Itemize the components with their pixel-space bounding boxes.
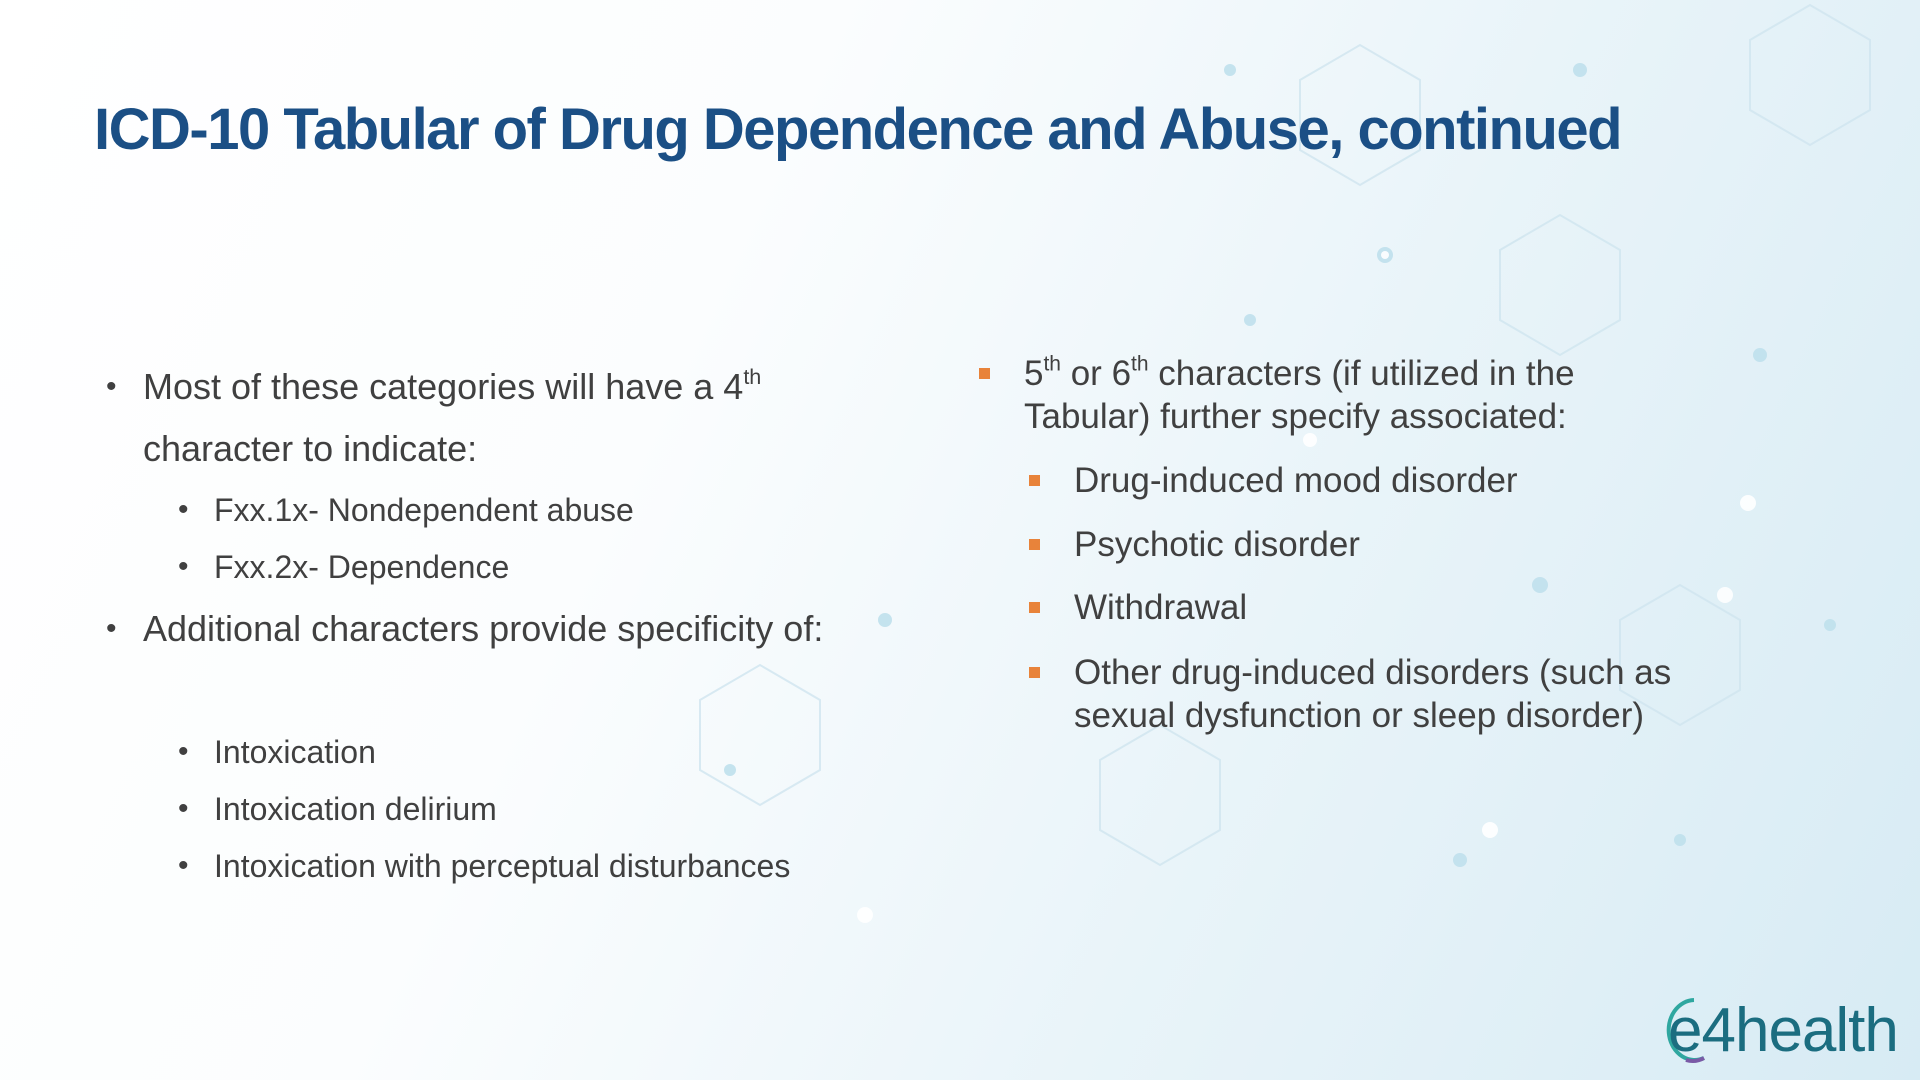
sub-bullet-item: • Intoxication with perceptual disturban… bbox=[178, 838, 791, 895]
bullet: • bbox=[178, 493, 189, 526]
bullet-text: 5 bbox=[1024, 354, 1044, 393]
bullet bbox=[979, 368, 990, 379]
superscript: th bbox=[743, 363, 762, 389]
sub-bullet-item: • Fxx.1x- Nondependent abuse bbox=[178, 482, 634, 539]
sub-bullet-text: Fxx.2x- Dependence bbox=[214, 549, 510, 585]
bullet-text: characters (if utilized in the Tabular) … bbox=[1024, 354, 1575, 436]
superscript: th bbox=[1043, 352, 1061, 376]
sub-bullet-text: Fxx.1x- Nondependent abuse bbox=[214, 492, 634, 528]
sub-bullet-item: Other drug-induced disorders (such as se… bbox=[1029, 651, 1724, 737]
bullet: • bbox=[106, 370, 117, 403]
sub-bullet-text: Withdrawal bbox=[1074, 588, 1248, 627]
bullet bbox=[1029, 539, 1040, 550]
sub-bullet-item: Withdrawal bbox=[1029, 586, 1724, 629]
bullet: • bbox=[178, 792, 189, 825]
sub-bullet-item: Drug-induced mood disorder bbox=[1029, 459, 1724, 502]
sub-bullet-text: Intoxication bbox=[214, 734, 376, 770]
bullet-item: • Additional characters provide specific… bbox=[106, 598, 863, 660]
sub-bullet-text: Intoxication with perceptual disturbance… bbox=[214, 848, 791, 884]
sub-bullet-item: • Intoxication bbox=[178, 724, 376, 781]
sub-bullet-text: Intoxication delirium bbox=[214, 791, 497, 827]
bullet: • bbox=[178, 735, 189, 768]
bullet: • bbox=[178, 849, 189, 882]
bullet-text: character to indicate: bbox=[143, 428, 478, 469]
logo: e4health bbox=[1668, 996, 1899, 1065]
logo-swoosh bbox=[1666, 998, 1705, 1063]
sub-bullet-text: Other drug-induced disorders (such as se… bbox=[1074, 653, 1672, 735]
bullet bbox=[1029, 667, 1040, 678]
sub-bullet-text: Psychotic disorder bbox=[1074, 525, 1360, 564]
bullet bbox=[1029, 602, 1040, 613]
bullet: • bbox=[106, 612, 117, 645]
sub-bullet-item: • Fxx.2x- Dependence bbox=[178, 539, 510, 596]
sub-bullet-item: Psychotic disorder bbox=[1029, 523, 1724, 566]
bullet-item: 5th or 6th characters (if utilized in th… bbox=[979, 352, 1644, 438]
sub-bullet-item: • Intoxication delirium bbox=[178, 781, 497, 838]
bullet-text: or 6 bbox=[1070, 354, 1132, 393]
sub-bullet-text: Drug-induced mood disorder bbox=[1074, 461, 1518, 500]
bullet-text: Most of these categories will have a 4 bbox=[143, 366, 744, 407]
bullet-item: • Most of these categories will have a 4… bbox=[106, 356, 863, 480]
bullet: • bbox=[178, 550, 189, 583]
superscript: th bbox=[1131, 352, 1149, 376]
bullet-text: Additional characters provide specificit… bbox=[143, 608, 824, 649]
slide-title: ICD-10 Tabular of Drug Dependence and Ab… bbox=[94, 97, 1623, 162]
bullet bbox=[1029, 475, 1040, 486]
